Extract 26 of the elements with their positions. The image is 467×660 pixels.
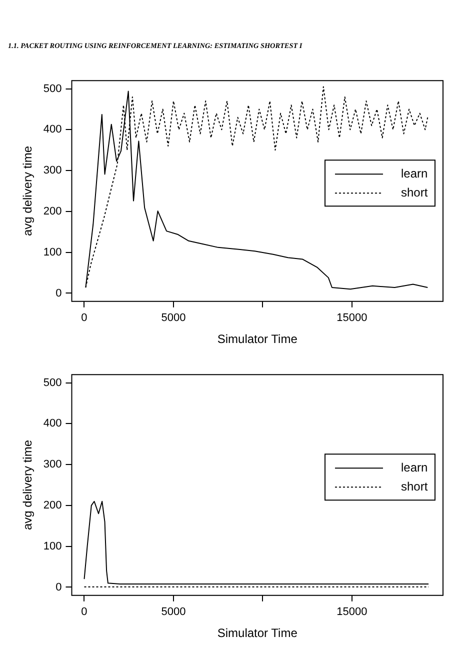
legend-label: learn [401,166,428,180]
y-tick-label: 200 [43,204,62,217]
legend-label: short [401,184,428,199]
y-tick-label: 400 [43,417,62,430]
y-tick-label: 500 [43,82,62,94]
y-tick-label: 300 [43,164,62,176]
y-tick-label: 500 [43,376,62,388]
y-tick-label: 0 [56,286,62,299]
x-tick-label: 15000 [336,606,368,618]
y-axis-title: avg delivery time [20,439,35,530]
x-tick-label: 5000 [161,312,186,324]
x-axis-title: Simulator Time [217,626,298,640]
y-tick-label: 400 [43,123,62,136]
x-tick-label: 5000 [161,606,186,618]
y-tick-label: 0 [56,580,62,593]
x-tick-label: 0 [81,606,88,618]
x-tick-label: 0 [81,312,88,324]
y-axis-title: avg delivery time [20,145,35,236]
x-tick-label: 15000 [336,312,368,324]
y-tick-label: 100 [43,246,62,258]
y-tick-label: 300 [43,458,62,470]
x-axis-title: Simulator Time [217,332,298,346]
y-tick-label: 200 [43,498,62,511]
legend-label: learn [401,460,428,474]
y-tick-label: 100 [43,540,62,552]
legend-label: short [401,478,428,493]
